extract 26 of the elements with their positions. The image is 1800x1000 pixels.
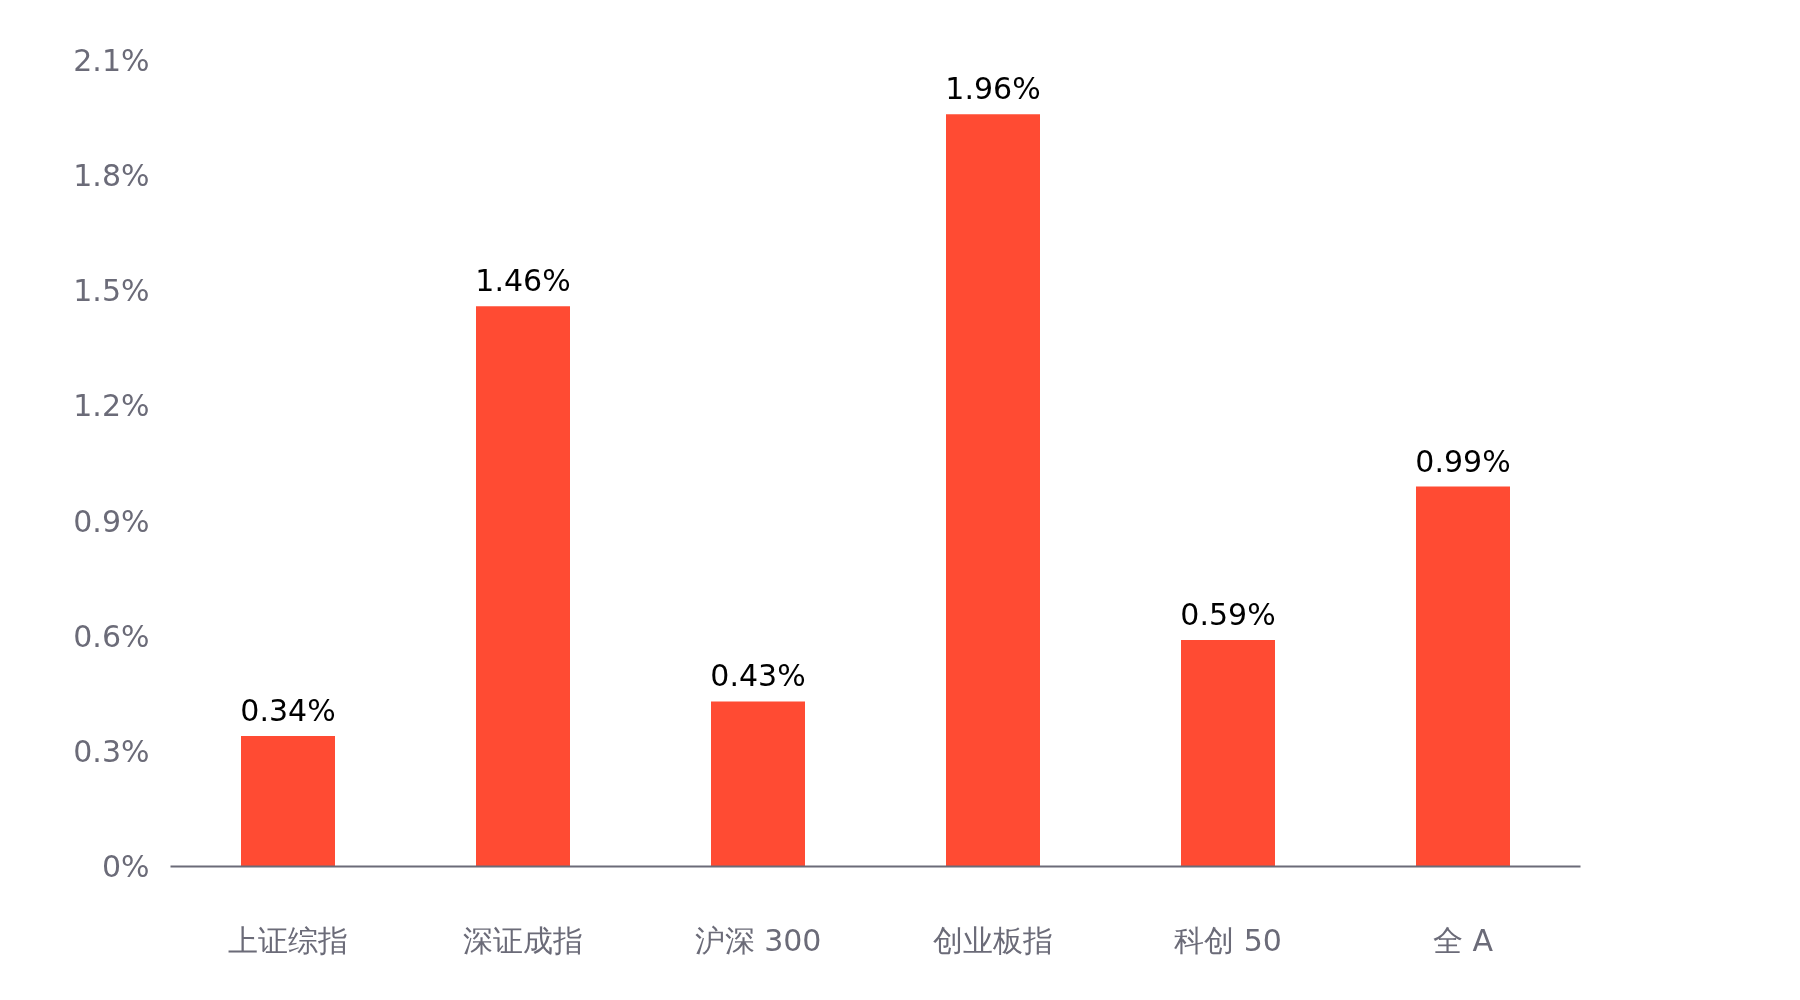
y-tick-label: 1.5% xyxy=(73,273,150,309)
x-tick-label: 上证综指 xyxy=(228,922,348,958)
data-label: 0.43% xyxy=(710,658,806,694)
x-tick-label: 创业板指 xyxy=(933,922,1053,958)
bar xyxy=(711,701,805,867)
x-tick-label: 科创 50 xyxy=(1174,922,1282,958)
data-label: 1.46% xyxy=(475,263,571,299)
y-tick-label: 0.6% xyxy=(73,618,150,654)
x-tick-label: 全 A xyxy=(1432,922,1494,958)
y-tick-label: 2.1% xyxy=(73,43,150,78)
bar xyxy=(1181,640,1275,867)
x-tick-label: 深证成指 xyxy=(463,922,583,958)
x-tick-label: 沪深 300 xyxy=(694,922,822,958)
data-label: 0.99% xyxy=(1415,443,1511,479)
y-tick-label: 0% xyxy=(101,849,150,884)
y-tick-label: 0.3% xyxy=(73,733,150,769)
bar xyxy=(946,114,1040,867)
y-tick-label: 1.2% xyxy=(73,388,150,424)
y-tick-label: 0.9% xyxy=(73,503,150,539)
data-label: 0.59% xyxy=(1180,597,1276,633)
bar xyxy=(1416,486,1510,867)
bar xyxy=(476,306,570,867)
data-label: 1.96% xyxy=(945,71,1041,107)
data-label: 0.34% xyxy=(240,693,336,728)
y-tick-label: 1.8% xyxy=(73,158,150,194)
bar xyxy=(241,736,335,867)
